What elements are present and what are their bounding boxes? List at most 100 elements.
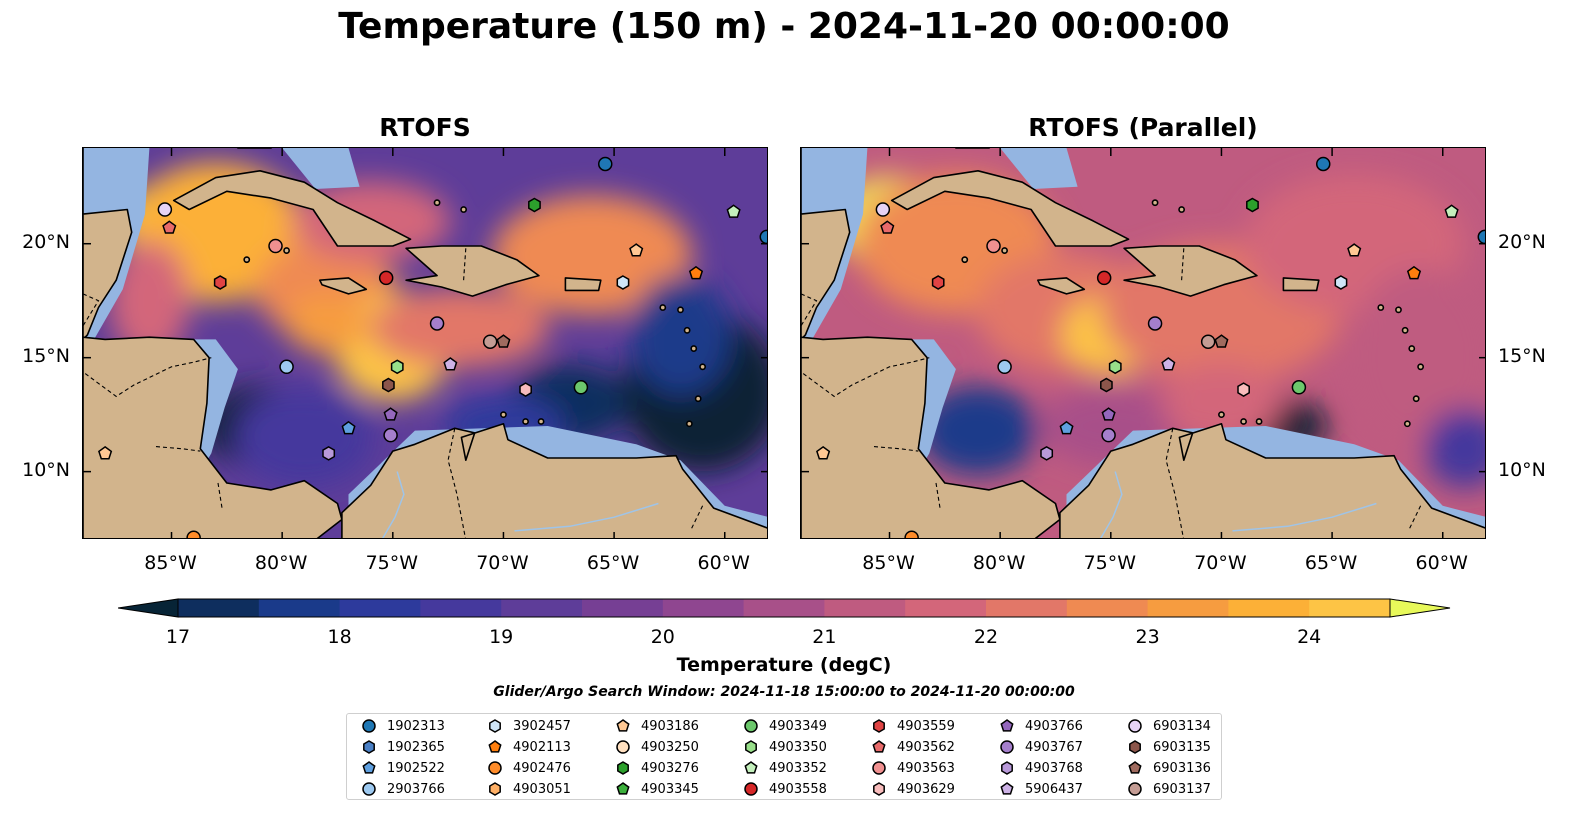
legend-label: 4903558 xyxy=(769,781,827,797)
float-marker-5906437[interactable] xyxy=(1161,357,1176,371)
circle-marker-icon xyxy=(616,740,630,754)
float-marker-3902457[interactable] xyxy=(616,275,630,290)
colorbar-label: Temperature (degC) xyxy=(676,654,892,676)
float-marker-3902457[interactable] xyxy=(1334,275,1348,290)
legend-item-4903766: 4903766 xyxy=(999,716,1083,736)
pentagon-marker-icon xyxy=(616,719,630,732)
float-marker-4903767[interactable] xyxy=(1101,427,1116,443)
float-marker-6903137[interactable] xyxy=(1200,334,1216,349)
colorbar-tick-label: 21 xyxy=(812,626,837,648)
float-marker-1902313[interactable] xyxy=(1477,229,1486,245)
float-marker-4903350[interactable] xyxy=(1108,359,1122,375)
legend-label: 4903250 xyxy=(641,739,699,755)
legend-label: 4902113 xyxy=(513,739,571,755)
legend-label: 4903559 xyxy=(897,718,955,734)
hexagon-marker-icon xyxy=(873,719,885,733)
pentagon-marker-icon xyxy=(872,740,886,753)
float-marker-2903766[interactable] xyxy=(279,359,294,375)
legend-item-4903562: 4903562 xyxy=(871,737,955,757)
float-marker-4902113[interactable] xyxy=(688,265,704,280)
float-marker-1902313[interactable] xyxy=(1315,156,1331,172)
float-marker-6903137[interactable] xyxy=(482,334,498,349)
legend-item-4903276: 4903276 xyxy=(615,758,699,778)
pentagon-marker-icon xyxy=(362,761,376,774)
float-marker-6903134[interactable] xyxy=(875,202,891,217)
legend-item-4903352: 4903352 xyxy=(743,758,827,778)
legend-label: 4903349 xyxy=(769,718,827,734)
float-marker-4903558[interactable] xyxy=(378,270,394,286)
float-marker-4903186[interactable] xyxy=(816,445,831,460)
float-marker-4902113[interactable] xyxy=(1406,265,1422,280)
map-panel-rtofs-parallel[interactable] xyxy=(800,147,1486,539)
float-marker-4903766[interactable] xyxy=(1101,407,1116,421)
float-marker-4903563[interactable] xyxy=(986,238,1001,254)
legend-label: 1902522 xyxy=(387,760,445,776)
float-marker-6903134[interactable] xyxy=(157,202,173,217)
colorbar-tick-label: 24 xyxy=(1297,626,1322,648)
float-marker-4903766[interactable] xyxy=(383,407,398,421)
float-marker-4903349[interactable] xyxy=(1291,380,1307,395)
legend-item-1902522: 1902522 xyxy=(361,758,445,778)
float-marker-4903768[interactable] xyxy=(1040,446,1054,461)
legend-item-1902313: 1902313 xyxy=(361,716,445,736)
float-marker-4903276[interactable] xyxy=(1246,197,1259,213)
float-marker-4903562[interactable] xyxy=(880,220,895,234)
float-marker-4903558[interactable] xyxy=(1096,270,1112,286)
float-marker-4903562[interactable] xyxy=(162,220,177,234)
panel-title-rtofs: RTOFS xyxy=(379,113,471,142)
float-marker-6903136[interactable] xyxy=(496,334,511,348)
colorbar-tick-label: 19 xyxy=(489,626,514,648)
float-marker-4903767[interactable] xyxy=(429,316,445,331)
float-marker-4902476[interactable] xyxy=(904,530,919,539)
legend-label: 6903136 xyxy=(1153,760,1211,776)
float-marker-4903559[interactable] xyxy=(213,275,227,290)
map-panel-rtofs[interactable] xyxy=(82,147,768,539)
colorbar-tick-label: 23 xyxy=(1135,626,1160,648)
lon-tick-label: 85°W xyxy=(144,552,197,574)
float-marker-4903629[interactable] xyxy=(1237,382,1250,397)
lat-tick-label: 10°N xyxy=(1498,458,1546,481)
float-marker-6903135[interactable] xyxy=(1100,377,1113,393)
float-marker-1902313[interactable] xyxy=(759,229,768,245)
float-marker-4903767[interactable] xyxy=(1147,316,1163,331)
float-marker-4903768[interactable] xyxy=(322,446,336,461)
float-marker-4903350[interactable] xyxy=(390,359,404,375)
lon-tick-label: 65°W xyxy=(1304,552,1358,574)
float-marker-4903186[interactable] xyxy=(98,445,113,460)
float-marker-4903276[interactable] xyxy=(528,197,541,213)
float-marker-1902522[interactable] xyxy=(341,420,356,435)
legend-label: 4903186 xyxy=(641,718,699,734)
float-marker-4903559[interactable] xyxy=(931,275,945,290)
float-marker-4903186[interactable] xyxy=(1347,243,1362,257)
legend-label: 2903766 xyxy=(387,781,445,797)
legend-item-2903766: 2903766 xyxy=(361,779,445,799)
circle-marker-icon xyxy=(744,719,758,733)
colorbar-tick-label: 17 xyxy=(165,626,191,648)
float-marker-4903767[interactable] xyxy=(383,427,398,443)
float-marker-4903349[interactable] xyxy=(573,380,589,395)
legend-item-6903135: 6903135 xyxy=(1127,737,1211,757)
float-marker-6903135[interactable] xyxy=(382,377,395,393)
legend-label: 1902313 xyxy=(387,718,445,734)
float-marker-4903186[interactable] xyxy=(629,243,644,257)
legend-item-4903186: 4903186 xyxy=(615,716,699,736)
legend-item-4902113: 4902113 xyxy=(487,737,571,757)
legend-item-4903349: 4903349 xyxy=(743,716,827,736)
circle-marker-icon xyxy=(1128,719,1142,733)
float-marker-1902522[interactable] xyxy=(1059,420,1074,435)
float-marker-4902476[interactable] xyxy=(186,530,201,539)
float-marker-2903766[interactable] xyxy=(997,359,1012,375)
float-marker-4903563[interactable] xyxy=(268,238,283,254)
circle-marker-icon xyxy=(872,761,886,775)
float-marker-4903352[interactable] xyxy=(726,204,741,218)
float-marker-4903352[interactable] xyxy=(1444,204,1459,218)
hexagon-marker-icon xyxy=(1129,740,1141,754)
lon-tick-label: 60°W xyxy=(697,552,750,574)
lon-tick-label: 85°W xyxy=(862,552,915,574)
float-marker-5906437[interactable] xyxy=(443,357,458,371)
float-marker-6903136[interactable] xyxy=(1214,334,1229,348)
search-window-text: Glider/Argo Search Window: 2024-11-18 15… xyxy=(493,684,1075,700)
lon-tick-label: 80°W xyxy=(254,552,308,574)
float-marker-4903629[interactable] xyxy=(519,382,532,397)
float-marker-1902313[interactable] xyxy=(597,156,613,172)
